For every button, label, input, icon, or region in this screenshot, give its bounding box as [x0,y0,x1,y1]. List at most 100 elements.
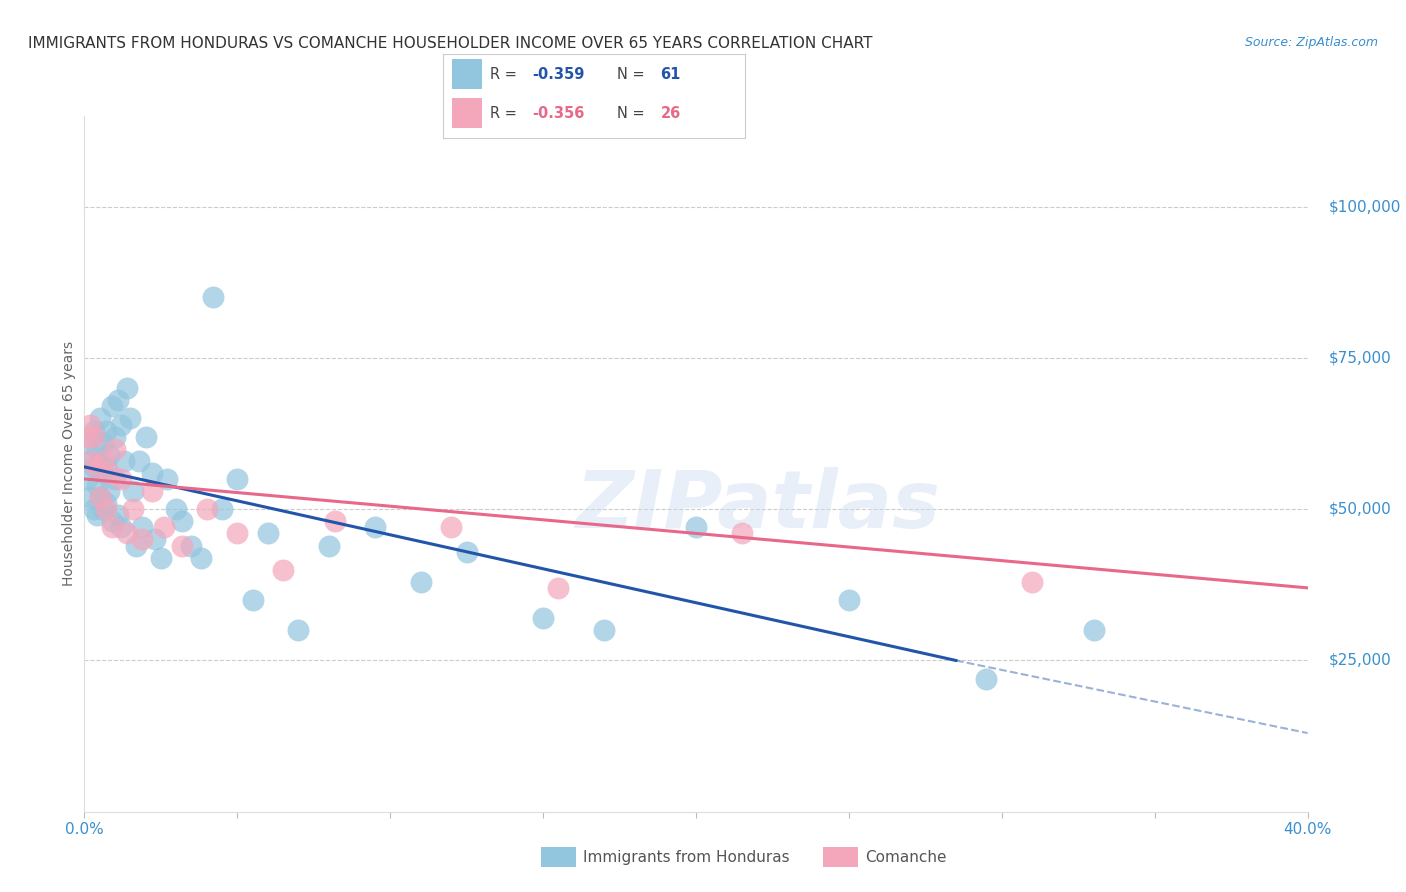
Point [83,424,105,438]
Point [287,624,309,638]
Point [89,490,111,504]
Point [409,574,432,589]
Text: ZIPatlas: ZIPatlas [575,467,939,545]
Text: $75,000: $75,000 [1329,351,1392,366]
Point [122,484,145,499]
Point [110,472,132,486]
Point [94,502,117,516]
Point [83,502,105,516]
Bar [451,60,482,89]
Point [79,490,101,504]
Point [79,417,101,432]
Text: R =: R = [489,67,522,82]
Point [91,435,114,450]
Point [1021,574,1043,589]
Text: $25,000: $25,000 [1329,653,1392,668]
Point [257,526,280,541]
Point [97,484,120,499]
Point [135,429,157,443]
Text: -0.356: -0.356 [531,106,585,120]
Point [731,526,754,541]
Text: IMMIGRANTS FROM HONDURAS VS COMANCHE HOUSEHOLDER INCOME OVER 65 YEARS CORRELATIO: IMMIGRANTS FROM HONDURAS VS COMANCHE HOU… [28,36,873,51]
Text: $100,000: $100,000 [1329,199,1400,214]
Point [79,454,101,468]
Point [104,442,127,456]
Point [120,411,142,425]
Point [685,520,707,534]
Point [226,472,249,486]
Bar [451,98,482,128]
Point [364,520,387,534]
Point [211,502,233,516]
Point [318,539,340,553]
Point [83,459,105,474]
Point [226,526,249,541]
Point [110,417,132,432]
Text: N =: N = [617,67,650,82]
Text: $50,000: $50,000 [1329,501,1392,516]
Point [323,514,346,528]
Point [110,520,132,534]
Text: 61: 61 [661,67,681,82]
Point [149,550,172,565]
Point [115,526,138,541]
Point [86,459,108,474]
Point [107,393,129,408]
Point [79,454,101,468]
Point [91,502,114,516]
Point [104,472,127,486]
Point [94,424,117,438]
Point [89,490,111,504]
Point [172,539,194,553]
Point [141,466,163,480]
Point [190,550,212,565]
Point [91,454,114,468]
Point [143,533,166,547]
Point [165,502,187,516]
Point [440,520,463,534]
Point [86,442,108,456]
Point [115,381,138,395]
Point [242,593,264,607]
Point [131,520,153,534]
Point [180,539,202,553]
Point [107,508,129,523]
Point [94,459,117,474]
Point [83,429,105,443]
Point [1083,624,1105,638]
Point [91,466,114,480]
Point [125,539,148,553]
Point [89,454,111,468]
Point [172,514,194,528]
Point [976,672,998,686]
Text: Source: ZipAtlas.com: Source: ZipAtlas.com [1244,36,1378,49]
Y-axis label: Householder Income Over 65 years: Householder Income Over 65 years [62,342,76,586]
Point [86,508,108,523]
Point [112,454,135,468]
Point [153,520,176,534]
Point [94,496,117,510]
Text: Comanche: Comanche [865,850,946,864]
Point [97,448,120,462]
Point [104,429,127,443]
Point [128,454,150,468]
Point [101,514,124,528]
Point [76,472,98,486]
Point [201,290,224,304]
Point [156,472,179,486]
Point [86,478,108,492]
Point [76,429,98,443]
Point [122,502,145,516]
Text: -0.359: -0.359 [531,67,585,82]
Point [131,533,153,547]
Point [271,563,294,577]
Point [195,502,218,516]
Point [97,466,120,480]
Point [456,544,478,558]
Text: R =: R = [489,106,522,120]
Point [76,435,98,450]
Point [593,624,616,638]
Text: N =: N = [617,106,650,120]
Text: Immigrants from Honduras: Immigrants from Honduras [583,850,790,864]
Point [89,411,111,425]
